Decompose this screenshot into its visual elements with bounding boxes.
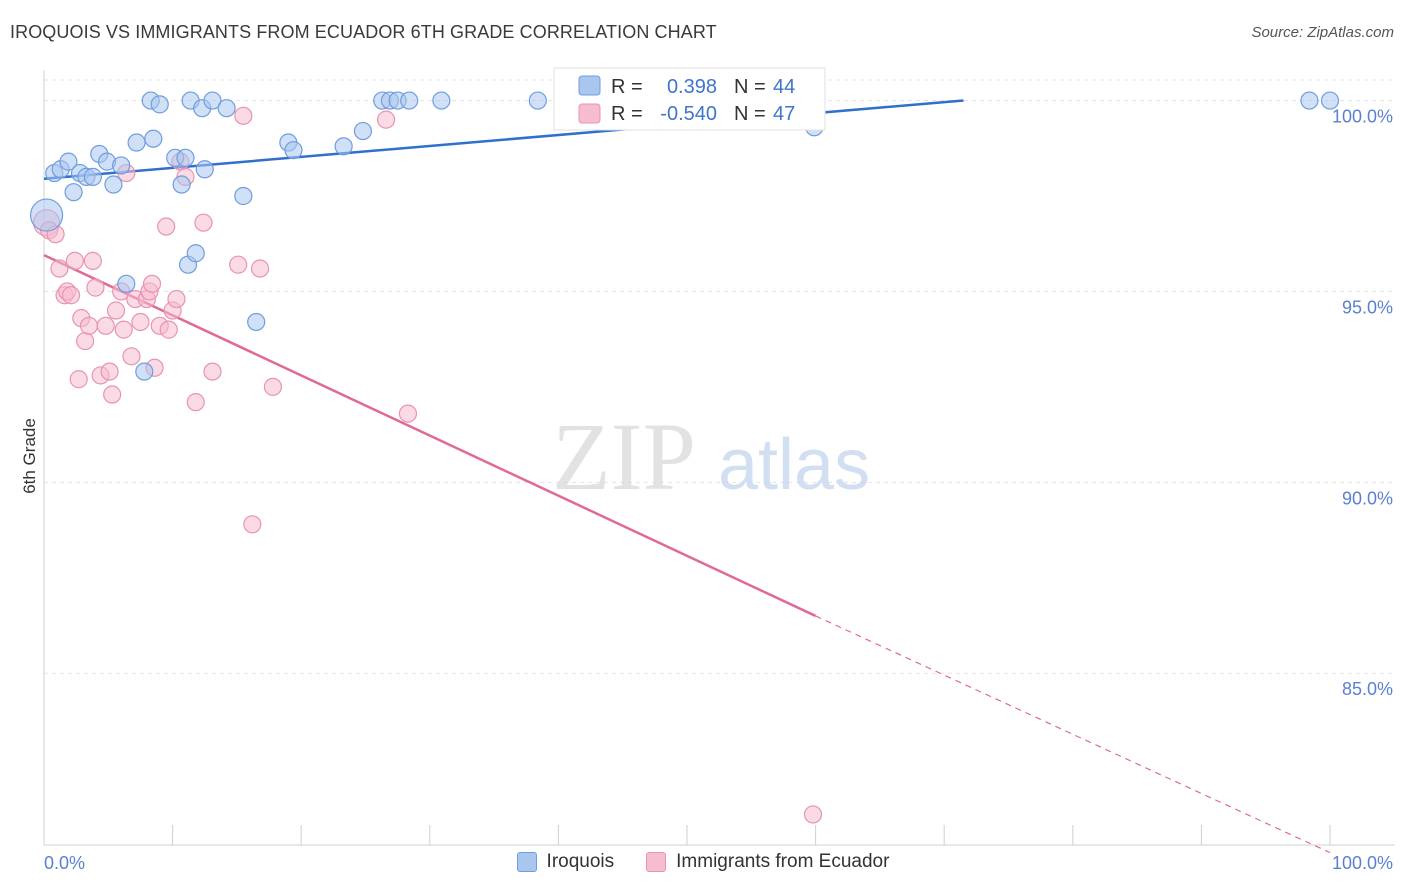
legend-n-label-1: N = [734,76,766,98]
ecuador-point [243,515,262,534]
iroquois-point [1320,91,1340,110]
ecuador-point [76,331,95,351]
iroquois-point [284,141,303,160]
iroquois-point [112,156,131,175]
iroquois-point [127,133,146,152]
ecuador-point [79,316,99,335]
iroquois-point [59,152,78,171]
iroquois-point [144,129,163,148]
iroquois-point [135,362,154,381]
legend-r-label-1: R = [611,76,643,98]
ecuador-point [250,259,270,278]
iroquois-point [432,91,451,110]
watermark-atlas: atlas [718,425,870,505]
series-ecuador-points [32,106,823,824]
y-tick-label: 95.0% [1342,297,1393,317]
ecuador-point [114,320,133,339]
legend-blue-swatch [578,75,601,96]
ecuador-trend-line [43,254,817,618]
ecuador-point [234,106,253,125]
iroquois-point [217,99,236,118]
ecuador-point [61,286,81,305]
ecuador-point [142,274,162,293]
iroquois-point [247,312,266,332]
ecuador-point [167,289,186,309]
watermark-zip: ZIP [552,403,696,510]
legend-pink-swatch [578,103,601,124]
legend-n-label-2: N = [734,103,766,125]
ecuador-point [50,259,69,278]
iroquois-point [172,175,191,194]
ecuador-point [86,278,105,297]
y-tick-label: 90.0% [1342,488,1393,508]
iroquois-point [64,183,83,202]
legend-r-value-1: 0.398 [667,76,717,98]
iroquois-point [400,91,419,110]
ecuador-point [96,316,115,335]
legend-item-ecuador[interactable]: Immigrants from Ecuador [646,851,889,873]
ecuador-point [122,347,141,366]
series-iroquois-points [29,91,1340,381]
legend-n-value-1: 44 [773,76,795,98]
y-axis-label: 6th Grade [20,418,39,494]
iroquois-point [1300,91,1319,110]
iroquois-point [176,148,195,167]
ecuador-point [803,805,823,824]
legend-r-label-2: R = [611,103,643,125]
x-tick-label-min: 0.0% [44,853,85,873]
ecuador-point [203,362,222,381]
iroquois-point [195,160,214,179]
ecuador-point [159,320,178,339]
legend-r-value-2: -0.540 [660,103,717,125]
ecuador-point [263,377,283,396]
legend-box: R = 0.398 N = 44 R = -0.540 N = 47 [553,67,826,131]
ecuador-point [106,301,126,320]
iroquois-swatch [516,852,537,872]
iroquois-point [334,137,353,156]
watermark: ZIP atlas [552,403,870,510]
ecuador-point [157,217,176,236]
ecuador-point [194,213,213,232]
x-tick-label-max: 100.0% [1332,853,1393,873]
iroquois-point [353,121,373,141]
iroquois-point [234,186,253,206]
y-tick-label: 85.0% [1342,679,1393,699]
bottom-legend: Iroquois Immigrants from Ecuador [0,851,1406,873]
ecuador-point [83,251,102,270]
iroquois-point [203,91,222,110]
ecuador-point [186,393,205,412]
ecuador-point [376,110,396,129]
iroquois-point [83,167,102,186]
iroquois-point [528,91,547,110]
ecuador-point [398,404,418,423]
legend-ecuador-label: Immigrants from Ecuador [676,851,890,872]
legend-iroquois-label: Iroquois [546,851,615,872]
ecuador-point [103,385,122,404]
ecuador-point [69,370,88,389]
iroquois-point [150,95,169,114]
iroquois-point [186,244,205,263]
grid-lines [44,79,1395,674]
iroquois-point [29,198,64,232]
source-label: Source: ZipAtlas.com [1251,24,1394,41]
y-tick-labels: 85.0% 90.0% 95.0% 100.0% [1332,107,1393,700]
ecuador-trend-extension [815,615,1331,854]
y-tick-label: 100.0% [1332,107,1393,127]
legend-n-value-2: 47 [773,103,795,125]
iroquois-point [117,274,136,293]
ecuador-point [131,312,150,332]
legend-item-iroquois[interactable]: Iroquois [516,851,615,873]
iroquois-point [104,175,123,194]
chart-title: IROQUOIS VS IMMIGRANTS FROM ECUADOR 6TH … [10,22,717,42]
ecuador-swatch [646,852,667,872]
x-tick-marks [43,825,1331,845]
ecuador-point [229,255,248,274]
ecuador-point [100,362,119,381]
ecuador-point [65,251,84,270]
